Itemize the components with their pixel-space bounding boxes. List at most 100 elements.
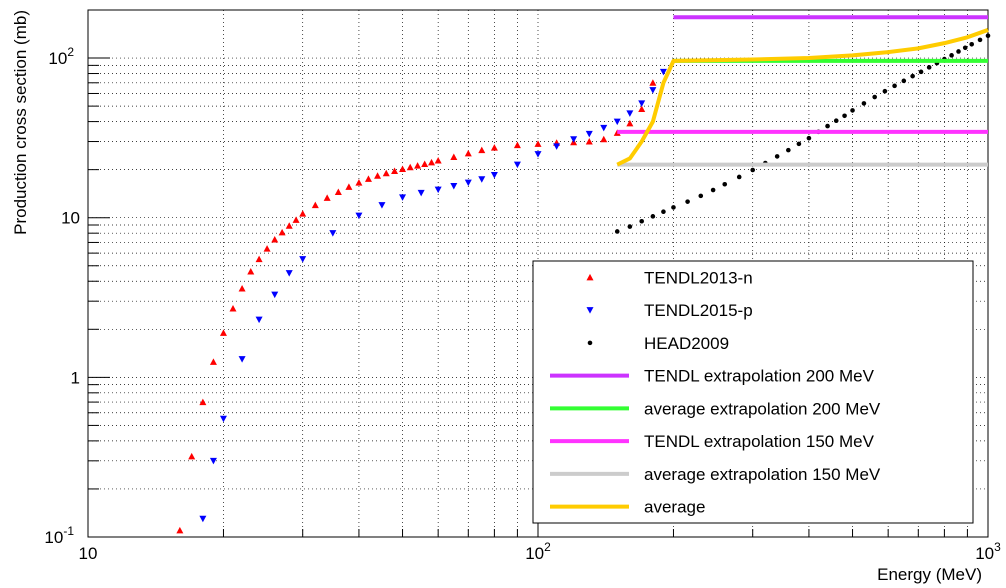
data-point: [825, 123, 830, 129]
data-point: [263, 245, 271, 252]
data-point: [613, 118, 621, 126]
data-point: [417, 189, 425, 197]
data-point: [490, 144, 498, 151]
legend-label: average extrapolation 150 MeV: [644, 465, 881, 484]
data-point: [278, 228, 286, 236]
data-point: [962, 45, 968, 51]
legend-item: average extrapolation 200 MeV: [550, 399, 881, 418]
data-point: [626, 119, 634, 127]
legend-item: TENDL2015-p: [586, 301, 753, 320]
data-point: [698, 193, 704, 199]
data-point: [586, 273, 594, 281]
data-point: [910, 73, 915, 79]
data-point: [901, 78, 907, 84]
data-point: [882, 88, 888, 94]
x-axis-title: Energy (MeV): [877, 565, 982, 584]
data-point: [534, 151, 542, 158]
data-point: [892, 83, 897, 89]
data-point: [649, 87, 657, 94]
data-point: [614, 229, 620, 234]
tick-labels: 10 102 103 10-1 1 10 102: [44, 45, 1001, 563]
legend-item: TENDL2013-n: [586, 268, 753, 287]
data-point: [750, 167, 756, 173]
data-point: [650, 214, 656, 219]
data-point: [671, 205, 676, 210]
x-tick-label: 10: [79, 544, 98, 563]
series-average: [616, 28, 989, 167]
data-point: [627, 224, 633, 229]
legend-label: TENDL2013-n: [644, 268, 753, 287]
legend-item: average extrapolation 150 MeV: [550, 465, 881, 484]
x-tick-label: 103: [975, 540, 1001, 563]
data-point: [985, 33, 991, 39]
legend-label: TENDL2015-p: [644, 301, 753, 320]
data-point: [199, 398, 207, 406]
data-point: [659, 68, 667, 76]
data-point: [842, 113, 847, 119]
data-point: [534, 140, 542, 147]
data-point: [364, 175, 372, 182]
data-point: [271, 236, 279, 243]
data-point: [586, 307, 594, 314]
data-point: [585, 138, 593, 145]
y-axis-title: Production cross section (mb): [11, 10, 30, 235]
data-point: [323, 194, 331, 201]
data-point: [969, 41, 975, 47]
data-point: [736, 174, 742, 180]
legend: TENDL2013-n TENDL2015-p HEAD2009 TENDL extr…: [532, 260, 974, 524]
data-point: [421, 160, 429, 167]
legend-label: average extrapolation 200 MeV: [644, 399, 881, 418]
data-point: [399, 165, 407, 172]
data-point: [649, 79, 657, 86]
y-tick-label: 1: [71, 368, 80, 387]
data-point: [638, 105, 646, 112]
data-point: [490, 172, 498, 179]
data-point: [345, 183, 353, 190]
data-point: [299, 210, 307, 217]
data-point: [434, 157, 442, 164]
data-point: [638, 100, 646, 107]
data-point: [355, 179, 363, 186]
data-point: [255, 316, 263, 324]
legend-item: HEAD2009: [587, 334, 729, 353]
legend-box: [532, 260, 974, 524]
data-point: [247, 268, 255, 275]
y-tick-label: 10: [61, 209, 80, 228]
data-point: [464, 179, 472, 187]
data-point: [334, 188, 342, 195]
data-point: [513, 161, 521, 169]
data-point: [209, 457, 217, 465]
legend-label: average: [644, 498, 705, 517]
data-point: [399, 194, 407, 201]
data-point: [255, 255, 263, 263]
data-point: [478, 146, 486, 154]
data-point: [710, 187, 716, 193]
data-point: [176, 526, 184, 534]
data-point: [219, 415, 227, 423]
data-point: [570, 136, 578, 143]
data-point: [434, 186, 442, 194]
data-point: [513, 141, 521, 149]
data-point: [329, 230, 337, 237]
data-point: [355, 212, 363, 220]
data-point: [626, 110, 634, 117]
data-point: [382, 169, 390, 177]
data-point: [374, 172, 382, 179]
data-point: [786, 147, 791, 153]
data-point: [219, 329, 227, 336]
data-point: [956, 49, 961, 54]
data-point: [949, 53, 954, 58]
series-group: [176, 15, 991, 534]
legend-item: average: [550, 498, 705, 517]
series-tendl2015-p: [199, 68, 667, 523]
data-point: [977, 37, 983, 43]
legend-label: TENDL extrapolation 200 MeV: [644, 367, 875, 386]
data-point: [850, 108, 855, 113]
data-point: [600, 124, 608, 132]
data-point: [639, 218, 645, 224]
data-point: [238, 356, 246, 363]
data-point: [553, 143, 561, 150]
data-point: [661, 209, 666, 215]
data-point: [311, 201, 319, 209]
